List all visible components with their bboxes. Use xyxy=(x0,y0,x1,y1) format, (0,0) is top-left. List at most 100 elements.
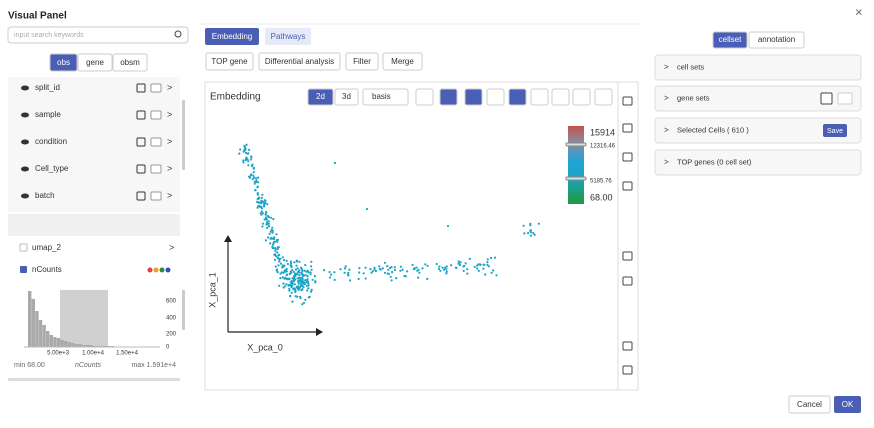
h-scrollbar xyxy=(8,378,180,381)
color-dot[interactable] xyxy=(153,267,159,273)
cell-point xyxy=(323,269,326,272)
colorbar-label: 15914 xyxy=(590,127,615,137)
expand-icon[interactable]: > xyxy=(167,82,172,92)
cell-point xyxy=(263,199,266,202)
action-button[interactable] xyxy=(382,52,423,71)
download-icon[interactable] xyxy=(136,110,146,120)
section[interactable] xyxy=(654,85,862,112)
more-icon[interactable] xyxy=(150,83,162,93)
download-icon[interactable] xyxy=(136,83,146,93)
cell-point xyxy=(277,264,280,267)
left-tab[interactable] xyxy=(77,53,113,72)
save-button[interactable] xyxy=(823,124,847,137)
color-dot[interactable] xyxy=(147,267,153,273)
cell-point xyxy=(294,268,298,271)
expand-icon[interactable]: > xyxy=(167,190,172,200)
right-tab[interactable] xyxy=(748,31,805,49)
cell-point xyxy=(346,273,349,276)
expand-icon[interactable]: > xyxy=(167,163,172,173)
download-icon[interactable] xyxy=(136,164,146,174)
section[interactable] xyxy=(654,54,862,81)
left-tab[interactable] xyxy=(49,53,78,72)
expand-icon[interactable]: > xyxy=(169,242,174,252)
cell-point xyxy=(283,258,286,262)
side-tool[interactable] xyxy=(622,251,633,261)
side-tool[interactable] xyxy=(622,276,633,286)
action-button[interactable] xyxy=(205,52,254,71)
tool-button[interactable] xyxy=(594,88,613,106)
eye-icon[interactable] xyxy=(21,112,29,118)
tool-button[interactable] xyxy=(464,88,483,106)
side-tool[interactable] xyxy=(622,123,633,133)
expand-icon[interactable]: > xyxy=(664,126,669,135)
cell-point xyxy=(245,143,248,146)
expand-icon[interactable]: > xyxy=(664,63,669,72)
cell-point xyxy=(373,268,376,271)
eye-icon[interactable] xyxy=(21,139,29,145)
expand-icon[interactable]: > xyxy=(664,158,669,167)
tool-button[interactable] xyxy=(508,88,527,106)
main-tab[interactable] xyxy=(205,28,259,45)
cell-point xyxy=(300,271,303,274)
tool-button[interactable] xyxy=(572,88,591,106)
checkbox[interactable] xyxy=(20,266,27,273)
side-tool[interactable] xyxy=(622,152,633,162)
histogram-bar xyxy=(71,343,75,347)
colorbar-handle[interactable] xyxy=(565,142,587,147)
search-box[interactable] xyxy=(7,26,189,44)
section[interactable] xyxy=(654,149,862,176)
close-button[interactable]: × xyxy=(855,4,863,19)
expand-icon[interactable]: > xyxy=(664,94,669,103)
cell-point xyxy=(494,256,497,259)
ok-button[interactable] xyxy=(834,396,861,413)
cell-point xyxy=(343,267,347,270)
cell-point xyxy=(290,262,293,265)
more-icon[interactable] xyxy=(150,137,162,147)
main-tab[interactable] xyxy=(265,28,311,45)
section[interactable] xyxy=(654,117,862,144)
more-icon[interactable] xyxy=(150,110,162,120)
cell-point xyxy=(288,289,291,292)
dim-button[interactable] xyxy=(334,88,359,106)
basis-select[interactable] xyxy=(362,88,409,106)
cancel-button[interactable] xyxy=(788,395,831,414)
eye-icon[interactable] xyxy=(21,85,29,91)
action-button[interactable] xyxy=(258,52,341,71)
cell-point xyxy=(457,260,460,263)
side-tool[interactable] xyxy=(622,96,633,106)
cell-point xyxy=(298,260,301,263)
cell-point xyxy=(276,240,279,243)
cell-point xyxy=(426,277,429,280)
side-tool[interactable] xyxy=(622,341,633,351)
color-dot[interactable] xyxy=(165,267,171,273)
more-icon[interactable] xyxy=(150,164,162,174)
eye-icon[interactable] xyxy=(21,166,29,172)
side-tool[interactable] xyxy=(622,365,633,375)
expand-icon[interactable]: > xyxy=(167,109,172,119)
cancel-label: Cancel xyxy=(797,400,822,409)
tool-button[interactable] xyxy=(415,88,434,106)
checkbox[interactable] xyxy=(19,243,28,252)
eye-icon[interactable] xyxy=(21,193,29,199)
expand-icon[interactable]: > xyxy=(167,136,172,146)
download-icon[interactable] xyxy=(136,137,146,147)
colorbar-handle[interactable] xyxy=(565,176,587,181)
tool-button[interactable] xyxy=(439,88,458,106)
tool-button[interactable] xyxy=(530,88,549,106)
search-icon[interactable] xyxy=(174,30,182,38)
settings-button[interactable] xyxy=(837,92,853,105)
tool-button[interactable] xyxy=(551,88,570,106)
color-dot[interactable] xyxy=(159,267,165,273)
more-icon[interactable] xyxy=(150,191,162,201)
left-tab[interactable] xyxy=(112,53,148,72)
add-button[interactable] xyxy=(820,92,833,105)
dim-button[interactable] xyxy=(307,88,334,106)
histogram-bar xyxy=(35,311,39,347)
download-icon[interactable] xyxy=(136,191,146,201)
histogram-bar xyxy=(67,342,71,347)
side-tool[interactable] xyxy=(622,181,633,191)
right-tab[interactable] xyxy=(712,31,748,49)
tool-button[interactable] xyxy=(486,88,505,106)
cell-point xyxy=(374,269,377,273)
action-button[interactable] xyxy=(345,52,379,71)
